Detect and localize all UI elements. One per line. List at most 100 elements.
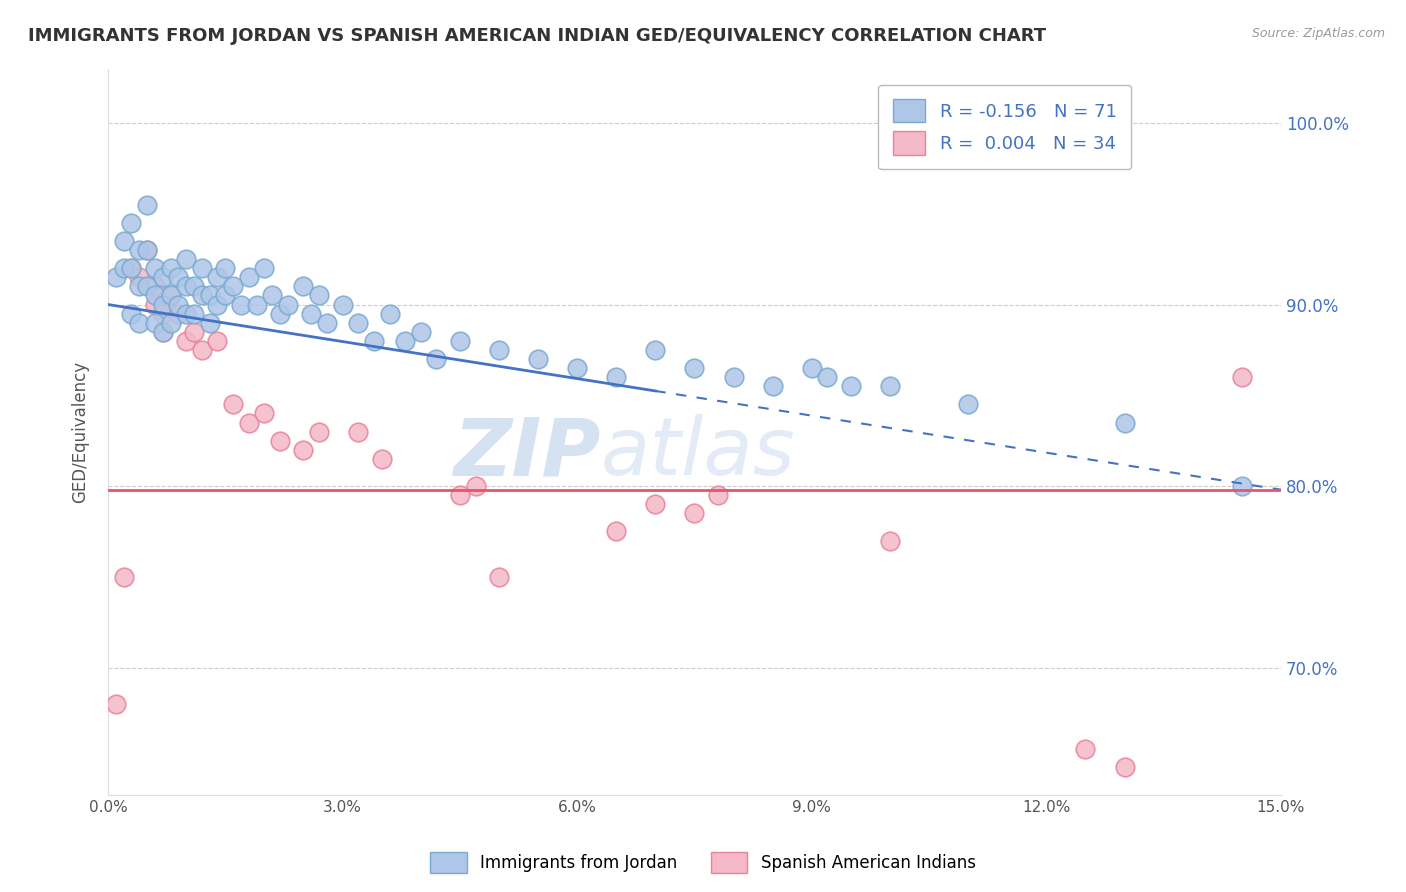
Point: [292, 442, 315, 457]
Point: [120, 307, 142, 321]
Point: [136, 197, 159, 211]
Point: [136, 243, 159, 257]
Text: IMMIGRANTS FROM JORDAN VS SPANISH AMERICAN INDIAN GED/EQUIVALENCY CORRELATION CH: IMMIGRANTS FROM JORDAN VS SPANISH AMERIC…: [28, 27, 1046, 45]
Point: [222, 279, 245, 293]
Point: [104, 270, 127, 285]
Point: [308, 425, 330, 439]
Point: [143, 297, 166, 311]
Point: [957, 397, 980, 411]
Point: [128, 270, 150, 285]
Point: [269, 307, 291, 321]
Point: [1074, 742, 1097, 756]
Point: [120, 216, 142, 230]
Point: [128, 279, 150, 293]
Point: [112, 570, 135, 584]
Point: [152, 270, 174, 285]
Point: [879, 379, 901, 393]
Point: [143, 316, 166, 330]
Point: [159, 316, 181, 330]
Point: [253, 407, 276, 421]
Point: [128, 316, 150, 330]
Point: [128, 243, 150, 257]
Point: [683, 361, 706, 376]
Point: [183, 325, 205, 339]
Point: [183, 307, 205, 321]
Point: [174, 252, 197, 267]
Point: [222, 397, 245, 411]
Point: [191, 288, 214, 302]
Point: [449, 488, 471, 502]
Point: [159, 288, 181, 302]
Point: [214, 288, 236, 302]
Point: [762, 379, 785, 393]
Point: [488, 343, 510, 357]
Point: [269, 434, 291, 448]
Point: [1114, 416, 1136, 430]
Point: [409, 325, 432, 339]
Point: [152, 325, 174, 339]
Point: [683, 506, 706, 520]
Point: [183, 279, 205, 293]
Point: [299, 307, 322, 321]
Point: [488, 570, 510, 584]
Point: [136, 279, 159, 293]
Point: [347, 425, 370, 439]
Point: [1114, 760, 1136, 774]
Point: [707, 488, 730, 502]
Point: [174, 307, 197, 321]
Point: [527, 351, 550, 366]
Legend: R = -0.156   N = 71, R =  0.004   N = 34: R = -0.156 N = 71, R = 0.004 N = 34: [879, 85, 1132, 169]
Point: [104, 697, 127, 711]
Point: [245, 297, 267, 311]
Point: [378, 307, 401, 321]
Point: [1230, 370, 1253, 384]
Point: [605, 370, 627, 384]
Point: [112, 261, 135, 276]
Y-axis label: GED/Equivalency: GED/Equivalency: [72, 360, 89, 503]
Point: [214, 261, 236, 276]
Point: [136, 243, 159, 257]
Legend: Immigrants from Jordan, Spanish American Indians: Immigrants from Jordan, Spanish American…: [423, 846, 983, 880]
Point: [167, 270, 190, 285]
Point: [815, 370, 838, 384]
Point: [167, 297, 190, 311]
Point: [644, 497, 666, 511]
Point: [449, 334, 471, 348]
Point: [143, 261, 166, 276]
Point: [464, 479, 486, 493]
Text: ZIP: ZIP: [453, 415, 600, 492]
Point: [152, 297, 174, 311]
Point: [207, 334, 229, 348]
Point: [332, 297, 354, 311]
Point: [229, 297, 252, 311]
Point: [277, 297, 299, 311]
Point: [1230, 479, 1253, 493]
Point: [159, 261, 181, 276]
Point: [316, 316, 339, 330]
Point: [839, 379, 862, 393]
Point: [238, 270, 260, 285]
Point: [207, 270, 229, 285]
Point: [174, 334, 197, 348]
Point: [159, 288, 181, 302]
Point: [363, 334, 385, 348]
Point: [120, 261, 142, 276]
Point: [152, 325, 174, 339]
Point: [238, 416, 260, 430]
Point: [253, 261, 276, 276]
Point: [191, 343, 214, 357]
Text: atlas: atlas: [600, 415, 796, 492]
Point: [143, 279, 166, 293]
Point: [605, 524, 627, 539]
Point: [262, 288, 284, 302]
Point: [800, 361, 823, 376]
Point: [191, 261, 214, 276]
Point: [308, 288, 330, 302]
Point: [207, 297, 229, 311]
Point: [394, 334, 416, 348]
Point: [879, 533, 901, 548]
Point: [370, 451, 392, 466]
Point: [723, 370, 745, 384]
Point: [152, 307, 174, 321]
Point: [143, 288, 166, 302]
